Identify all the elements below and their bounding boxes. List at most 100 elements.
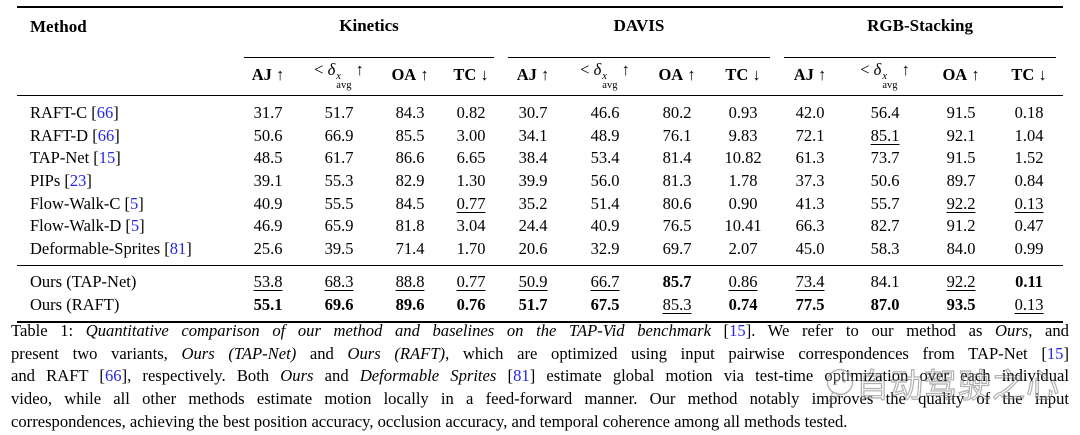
metric-cell: 61.3 (795, 148, 825, 168)
metric-cell: 34.1 (518, 125, 548, 145)
metric-cell: 73.7 (870, 148, 900, 168)
citation-link[interactable]: 5 (129, 193, 139, 213)
citation-link[interactable]: 66 (97, 125, 115, 145)
table-row: RAFT-C [66] 31.7 51.7 84.3 0.82 30.7 46.6 80.2 0… (17, 96, 1063, 125)
metric-cell: 3.04 (456, 216, 486, 236)
metric-cell: 46.9 (253, 216, 283, 236)
metric-cell: 84.1 (843, 265, 928, 294)
metric-cell: 9.83 (728, 125, 758, 145)
metric-cell: 3.00 (456, 125, 486, 145)
metric-cell: 89.7 (946, 171, 976, 191)
metric-cell: 0.47 (1014, 216, 1044, 236)
metric-cell: 35.2 (518, 193, 548, 213)
metric-cell: 80.2 (662, 103, 692, 123)
metric-cell: 89.6 (395, 295, 425, 315)
metric-cell: 1.70 (456, 238, 486, 258)
column-header-oa: OA ↑ (379, 58, 441, 96)
metric-cell: 38.4 (518, 148, 548, 168)
metric-cell: 20.6 (518, 238, 548, 258)
method-cell: TAP-Net [15] (30, 148, 121, 168)
metric-cell: 76.5 (662, 216, 692, 236)
metric-cell: 53.4 (590, 148, 620, 168)
metric-cell: 55.5 (324, 193, 354, 213)
metric-cell: 1.78 (728, 171, 758, 191)
group-header-kinetics: Kinetics (237, 7, 501, 58)
metric-cell: 55.3 (324, 171, 354, 191)
metric-cell: 81.4 (662, 148, 692, 168)
table-row: PIPs [23] 39.1 55.3 82.9 1.30 39.9 56.0 81.3 1.7… (17, 170, 1063, 193)
citation-link[interactable]: 81 (513, 366, 530, 386)
citation-link[interactable]: 15 (1046, 343, 1064, 363)
metric-cell: 55.1 (253, 295, 283, 315)
metric-cell: 77.5 (795, 295, 825, 315)
citation-link[interactable]: 81 (169, 238, 187, 258)
metric-cell: 92.2 (946, 193, 976, 213)
column-header-tc: TC ↓ (441, 58, 501, 96)
method-cell: Flow-Walk-C [5] (30, 193, 144, 213)
method-column-header: Method (17, 7, 237, 96)
citation-link[interactable]: 66 (104, 366, 122, 386)
metric-cell: 84.5 (395, 193, 425, 213)
metric-cell: 67.5 (590, 295, 620, 315)
metric-cell: 88.8 (379, 265, 441, 294)
metric-cell: 92.1 (946, 125, 976, 145)
group-header-rgb-stacking: RGB-Stacking (777, 7, 1063, 58)
metric-cell: 51.7 (518, 295, 548, 315)
metric-cell: 76.1 (662, 125, 692, 145)
citation-link[interactable]: 23 (69, 171, 87, 191)
metric-cell: 91.5 (946, 148, 976, 168)
metric-cell: 39.5 (324, 238, 354, 258)
column-header-oa: OA ↑ (645, 58, 709, 96)
method-cell: Ours (TAP-Net) (17, 265, 237, 294)
metric-cell: 48.9 (590, 125, 620, 145)
metric-cell: 85.7 (645, 265, 709, 294)
metric-cell: 6.65 (456, 148, 486, 168)
metric-cell: 82.9 (395, 171, 425, 191)
metric-cell: 53.8 (237, 265, 299, 294)
metric-cell: 86.6 (395, 148, 425, 168)
method-cell: Deformable-Sprites [81] (30, 238, 192, 258)
metric-cell: 0.82 (456, 103, 486, 123)
column-header-delta-avg: < δ x avg ↑ (843, 58, 928, 96)
table-row: Deformable-Sprites [81] 25.6 39.5 71.4 1.70 2… (17, 238, 1063, 266)
metric-cell: 10.82 (724, 148, 762, 168)
metric-cell: 0.18 (1014, 103, 1044, 123)
metric-cell: 87.0 (870, 295, 900, 315)
metric-cell: 93.5 (946, 295, 976, 315)
metric-cell: 40.9 (253, 193, 283, 213)
metric-cell: 73.4 (777, 265, 844, 294)
citation-link[interactable]: 15 (98, 148, 116, 168)
metric-cell: 2.07 (728, 238, 758, 258)
citation-link[interactable]: 66 (96, 103, 114, 123)
metric-cell: 48.5 (253, 148, 283, 168)
citation-link[interactable]: 5 (130, 216, 140, 236)
column-header-aj: AJ ↑ (501, 58, 565, 96)
metric-cell: 65.9 (324, 216, 354, 236)
table-row: RAFT-D [66] 50.6 66.9 85.5 3.00 34.1 48.9 76.1 9… (17, 125, 1063, 148)
metric-cell: 91.5 (946, 103, 976, 123)
metric-cell: 66.7 (565, 265, 645, 294)
metric-cell: 81.3 (662, 171, 692, 191)
metric-cell: 0.76 (456, 295, 486, 315)
column-header-aj: AJ ↑ (777, 58, 844, 96)
metric-cell: 46.6 (590, 103, 620, 123)
metric-cell: 51.4 (590, 193, 620, 213)
metric-cell: 66.9 (324, 125, 354, 145)
metric-cell: 39.1 (253, 171, 283, 191)
metric-cell: 45.0 (795, 238, 825, 258)
citation-link[interactable]: 15 (729, 321, 746, 340)
metric-cell: 0.86 (709, 265, 778, 294)
table-caption: Table 1: Quantitative comparison of our … (11, 320, 1069, 434)
metric-cell: 30.7 (518, 103, 548, 123)
metric-cell: 85.3 (662, 295, 692, 315)
metric-cell: 69.6 (324, 295, 354, 315)
metric-cell: 0.77 (456, 193, 486, 213)
metric-cell: 1.04 (1014, 125, 1044, 145)
metric-cell: 81.8 (395, 216, 425, 236)
metric-cell: 32.9 (590, 238, 620, 258)
method-cell: RAFT-C [66] (30, 103, 119, 123)
metric-cell: 61.7 (324, 148, 354, 168)
metric-cell: 0.84 (1014, 171, 1044, 191)
